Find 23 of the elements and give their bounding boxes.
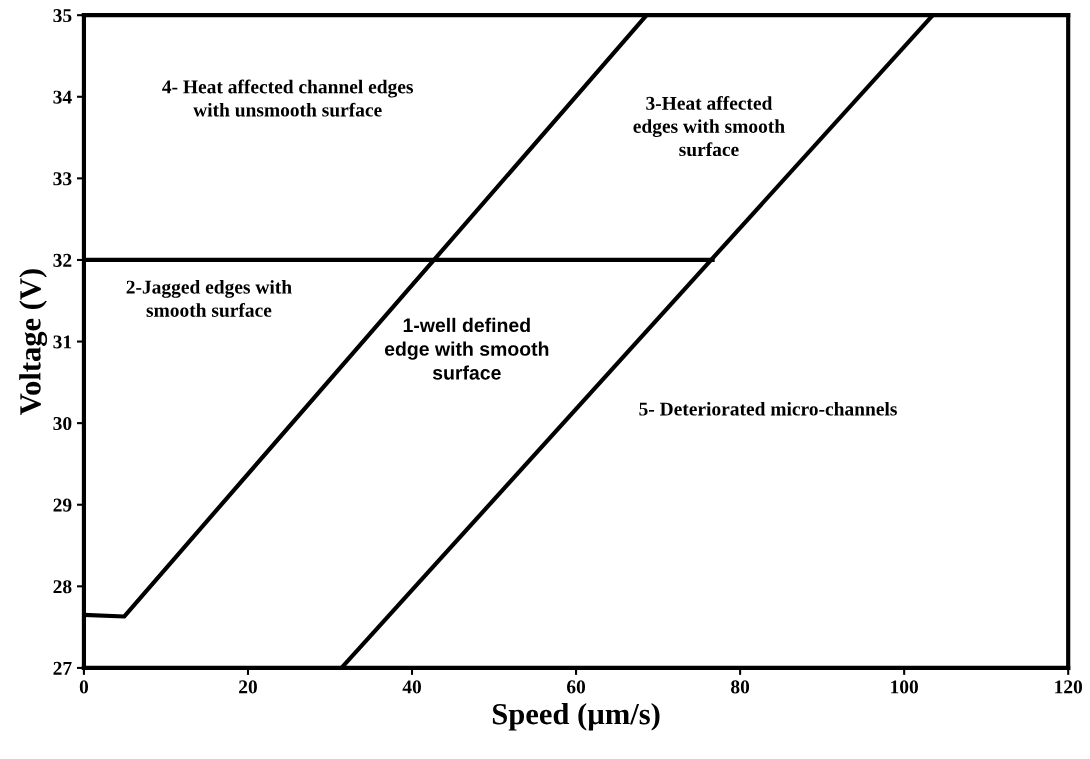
y-tick-label: 27	[53, 661, 72, 675]
x-tick-label: 120	[1055, 680, 1083, 694]
x-tick-label: 80	[731, 680, 750, 694]
x-tick-label: 100	[891, 680, 918, 694]
x-tick-label: 0	[79, 680, 89, 694]
annotation: 5- Deteriorated micro-channels	[639, 401, 897, 416]
x-tick-label: 20	[239, 680, 257, 694]
annotation: 1-well defined edge with smooth surface	[384, 317, 549, 380]
y-tick-label: 32	[53, 253, 72, 267]
y-tick-label: 34	[53, 90, 72, 104]
y-tick-label: 33	[53, 172, 72, 186]
x-tick-label: 60	[567, 680, 586, 694]
annotation: 4- Heat affected channel edges with unsmooth surface	[162, 79, 414, 117]
y-tick-label: 28	[53, 580, 72, 594]
y-tick-label: 29	[53, 498, 72, 512]
annotation: 3-Heat affected edges with smooth surface	[633, 95, 785, 157]
x-axis-title: Speed (µm/s)	[492, 702, 660, 731]
x-tick-label: 40	[402, 680, 421, 694]
y-tick-label: 31	[53, 335, 72, 349]
y-tick-label: 35	[53, 9, 72, 23]
y-axis-title: Voltage (V)	[19, 269, 48, 415]
y-tick-label: 30	[53, 416, 72, 431]
annotation: 2-Jagged edges with smooth surface	[126, 280, 292, 317]
